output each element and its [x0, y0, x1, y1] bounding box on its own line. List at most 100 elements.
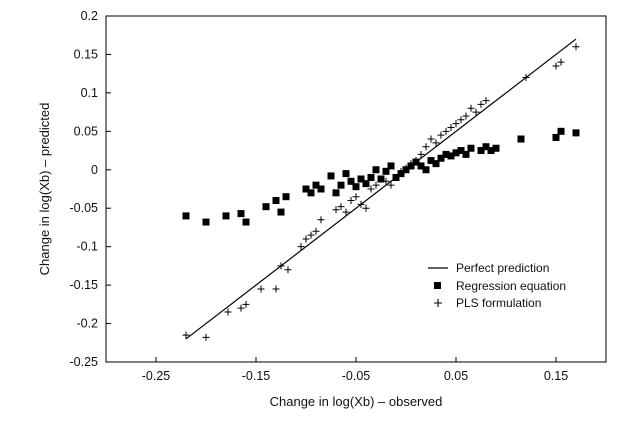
regression-point — [477, 147, 485, 155]
regression-point — [182, 212, 190, 220]
regression-point — [317, 185, 325, 193]
pls-point — [432, 139, 440, 147]
regression-point — [242, 218, 250, 226]
regression-point — [462, 150, 470, 158]
regression-point — [372, 166, 380, 174]
legend-label-perfect-prediction: Perfect prediction — [456, 261, 549, 275]
pls-point — [447, 123, 455, 131]
pls-point — [382, 177, 390, 185]
pls-point — [337, 203, 345, 211]
pls-point — [427, 135, 435, 143]
x-axis-title: Change in log(Xb) – observed — [270, 394, 443, 409]
regression-point — [467, 144, 475, 152]
pls-point — [284, 266, 292, 274]
regression-point — [332, 189, 340, 197]
pls-point — [522, 74, 530, 82]
data-series — [182, 38, 580, 341]
pls-point — [224, 308, 232, 316]
legend-square-swatch — [434, 282, 441, 289]
pls-point — [467, 104, 475, 112]
x-axis: -0.25 -0.15 -0.05 0.05 0.15 — [142, 357, 568, 383]
pls-point — [297, 243, 305, 251]
y-tick-label: -0.05 — [70, 201, 99, 215]
pls-point — [392, 173, 400, 181]
regression-point — [352, 183, 360, 191]
y-axis-title: Change in log(Xb) – predicted — [37, 103, 52, 276]
regression-point — [487, 147, 495, 155]
pls-point — [202, 333, 210, 341]
pls-point — [347, 197, 355, 205]
regression-point — [357, 175, 365, 183]
regression-point — [347, 177, 355, 185]
pls-point — [552, 62, 560, 70]
pls-point — [257, 285, 265, 293]
regression-point — [552, 133, 560, 141]
x-tick-label: -0.25 — [142, 369, 171, 383]
regression-point — [557, 127, 565, 135]
y-tick-label: -0.15 — [70, 278, 99, 292]
pls-point — [307, 231, 315, 239]
pls-point — [462, 112, 470, 120]
regression-point — [342, 170, 350, 178]
regression-point — [367, 173, 375, 181]
pls-point — [362, 204, 370, 212]
regression-point — [307, 189, 315, 197]
pls-point — [557, 58, 565, 66]
y-tick-label: -0.2 — [76, 317, 98, 331]
pls-point — [367, 185, 375, 193]
regression-point — [572, 129, 580, 137]
pls-point — [572, 43, 580, 51]
pls-point — [342, 208, 350, 216]
pls-point — [242, 300, 250, 308]
pls-point — [457, 116, 465, 124]
x-tick-label: 0.05 — [444, 369, 468, 383]
legend: Perfect prediction Regression equation P… — [428, 261, 566, 310]
regression-point — [337, 181, 345, 189]
y-tick-label: -0.25 — [70, 355, 99, 369]
regression-point — [457, 147, 465, 155]
regression-point — [447, 152, 455, 160]
pls-point — [352, 193, 360, 201]
pls-point — [472, 108, 480, 116]
pls-point — [312, 227, 320, 235]
regression-point — [222, 212, 230, 220]
y-tick-label: 0.2 — [81, 9, 98, 23]
pls-point — [482, 97, 490, 105]
regression-point — [327, 172, 335, 180]
perfect-prediction-line — [185, 38, 577, 340]
regression-point — [302, 185, 310, 193]
pls-point — [272, 285, 280, 293]
pls-point — [407, 160, 415, 168]
regression-point — [422, 166, 430, 174]
regression-point — [272, 197, 280, 205]
regression-point — [452, 149, 460, 157]
regression-point — [382, 167, 390, 175]
y-tick-label: -0.1 — [76, 240, 98, 254]
legend-plus-swatch — [434, 299, 442, 307]
legend-label-regression-equation: Regression equation — [456, 279, 566, 293]
y-tick-label: 0.1 — [81, 86, 98, 100]
regression-point — [437, 154, 445, 162]
pls-point — [422, 143, 430, 151]
pls-point — [277, 262, 285, 270]
pls-point — [417, 150, 425, 158]
pls-point — [412, 157, 420, 165]
pls-point — [372, 181, 380, 189]
pls-point — [437, 131, 445, 139]
regression-point — [442, 150, 450, 158]
pls-point — [387, 181, 395, 189]
pls-point — [377, 175, 385, 183]
regression-point — [282, 193, 290, 201]
regression-point — [312, 181, 320, 189]
x-tick-label: -0.15 — [242, 369, 271, 383]
y-axis: -0.25 -0.2 -0.15 -0.1 -0.05 0 0.05 0.1 0.15 0.2 — [70, 9, 111, 369]
legend-label-pls-formulation: PLS formulation — [456, 296, 541, 310]
regression-point — [202, 218, 210, 226]
pls-point — [182, 331, 190, 339]
regression-point — [387, 162, 395, 170]
y-tick-label: 0.05 — [74, 124, 98, 138]
regression-point — [362, 180, 370, 188]
pls-point — [477, 100, 485, 108]
